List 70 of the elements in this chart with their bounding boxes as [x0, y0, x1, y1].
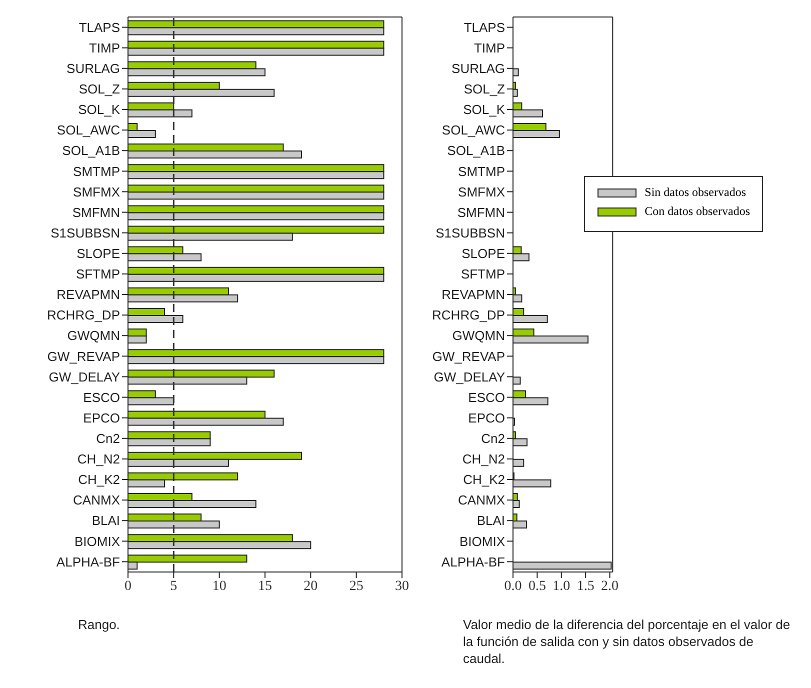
y-tick-label: TLAPS [78, 20, 120, 35]
y-tick-label: ESCO [468, 390, 505, 405]
y-tick-label: GW_REVAP [47, 348, 120, 364]
y-tick-label: SFTMP [460, 266, 505, 282]
y-tick-label: Cn2 [481, 431, 505, 446]
y-tick-label: EPCO [83, 410, 120, 426]
x-tick-label: 2.0 [601, 578, 619, 594]
y-tick-label: CANMX [73, 492, 120, 508]
y-tick-label: ESCO [83, 390, 120, 405]
y-tick-label: TIMP [88, 40, 120, 56]
y-tick-label: SOL_K [463, 102, 506, 118]
y-tick-label: Cn2 [96, 431, 120, 446]
y-tick-label: GWQMN [67, 328, 120, 344]
x-tick-label: 0 [124, 578, 132, 594]
x-tick-label: 25 [349, 578, 364, 594]
y-tick-label: SMFMX [73, 184, 120, 200]
y-tick-label: SMTMP [73, 164, 120, 179]
x-tick-label: 1.0 [552, 578, 570, 594]
y-tick-label: GW_DELAY [48, 369, 120, 384]
y-tick-label: ALPHA-BF [441, 554, 506, 570]
y-tick-label: SFTMP [76, 266, 120, 282]
y-tick-label: SOL_Z [464, 82, 506, 97]
legend-label: Sin datos observados [644, 185, 746, 200]
y-tick-label: REVAPMN [442, 287, 505, 302]
y-tick-label: S1SUBBSN [436, 225, 505, 240]
y-tick-label: CH_K2 [78, 472, 120, 488]
y-tick-label: GWQMN [452, 328, 505, 344]
y-tick-label: RCHRG_DP [432, 308, 505, 323]
x-tick-label: 15 [258, 578, 272, 594]
y-tick-label: SURLAG [66, 61, 120, 76]
x-tick-label: 10 [212, 578, 226, 594]
y-tick-label: CH_N2 [462, 452, 505, 467]
y-tick-label: GW_DELAY [434, 369, 506, 384]
y-tick-label: SURLAG [452, 61, 505, 76]
y-tick-label: SMFMN [72, 204, 120, 220]
y-tick-label: CH_K2 [463, 472, 505, 488]
x-tick-label: 5 [170, 578, 178, 594]
x-tick-label: 0.5 [528, 578, 546, 594]
legend-label: Con datos observados [644, 204, 750, 219]
y-tick-label: BIOMIX [459, 534, 506, 549]
x-axis-title: Valor medio de la diferencia del porcentaje en el valor de la función de salida con y sin datos observados de caudal. [463, 616, 792, 667]
y-tick-label: BLAI [476, 513, 505, 528]
y-tick-label: CH_N2 [77, 452, 120, 467]
y-tick-label: RCHRG_DP [47, 308, 120, 323]
y-tick-label: SOL_A1B [447, 143, 505, 158]
y-tick-label: TIMP [474, 40, 505, 56]
y-tick-label: REVAPMN [56, 287, 120, 302]
y-tick-label: SOL_A1B [62, 143, 120, 158]
y-tick-label: ALPHA-BF [56, 554, 120, 570]
y-tick-label: SMFMN [457, 204, 505, 220]
y-tick-label: TLAPS [464, 20, 506, 35]
y-tick-label: EPCO [468, 410, 505, 426]
y-tick-label: BLAI [92, 513, 120, 528]
y-tick-label: SLOPE [76, 246, 120, 262]
y-tick-label: GW_REVAP [432, 348, 505, 364]
y-tick-label: CANMX [458, 492, 506, 508]
y-tick-label: BIOMIX [74, 534, 120, 549]
y-tick-label: SOL_AWC [56, 122, 120, 138]
y-tick-label: SMFMX [458, 184, 506, 200]
y-tick-label: SOL_Z [78, 82, 120, 97]
x-tick-label: 20 [304, 578, 318, 594]
y-tick-label: SMTMP [458, 164, 505, 179]
x-axis-title: Rango. [78, 616, 121, 633]
y-tick-label: SOL_AWC [442, 122, 505, 138]
y-tick-label: SOL_K [78, 102, 120, 118]
x-tick-label: 30 [395, 578, 409, 594]
x-tick-label: 1.5 [576, 578, 594, 594]
y-tick-label: SLOPE [462, 246, 506, 262]
x-tick-label: 0.0 [504, 578, 522, 594]
y-tick-label: S1SUBBSN [50, 225, 120, 240]
